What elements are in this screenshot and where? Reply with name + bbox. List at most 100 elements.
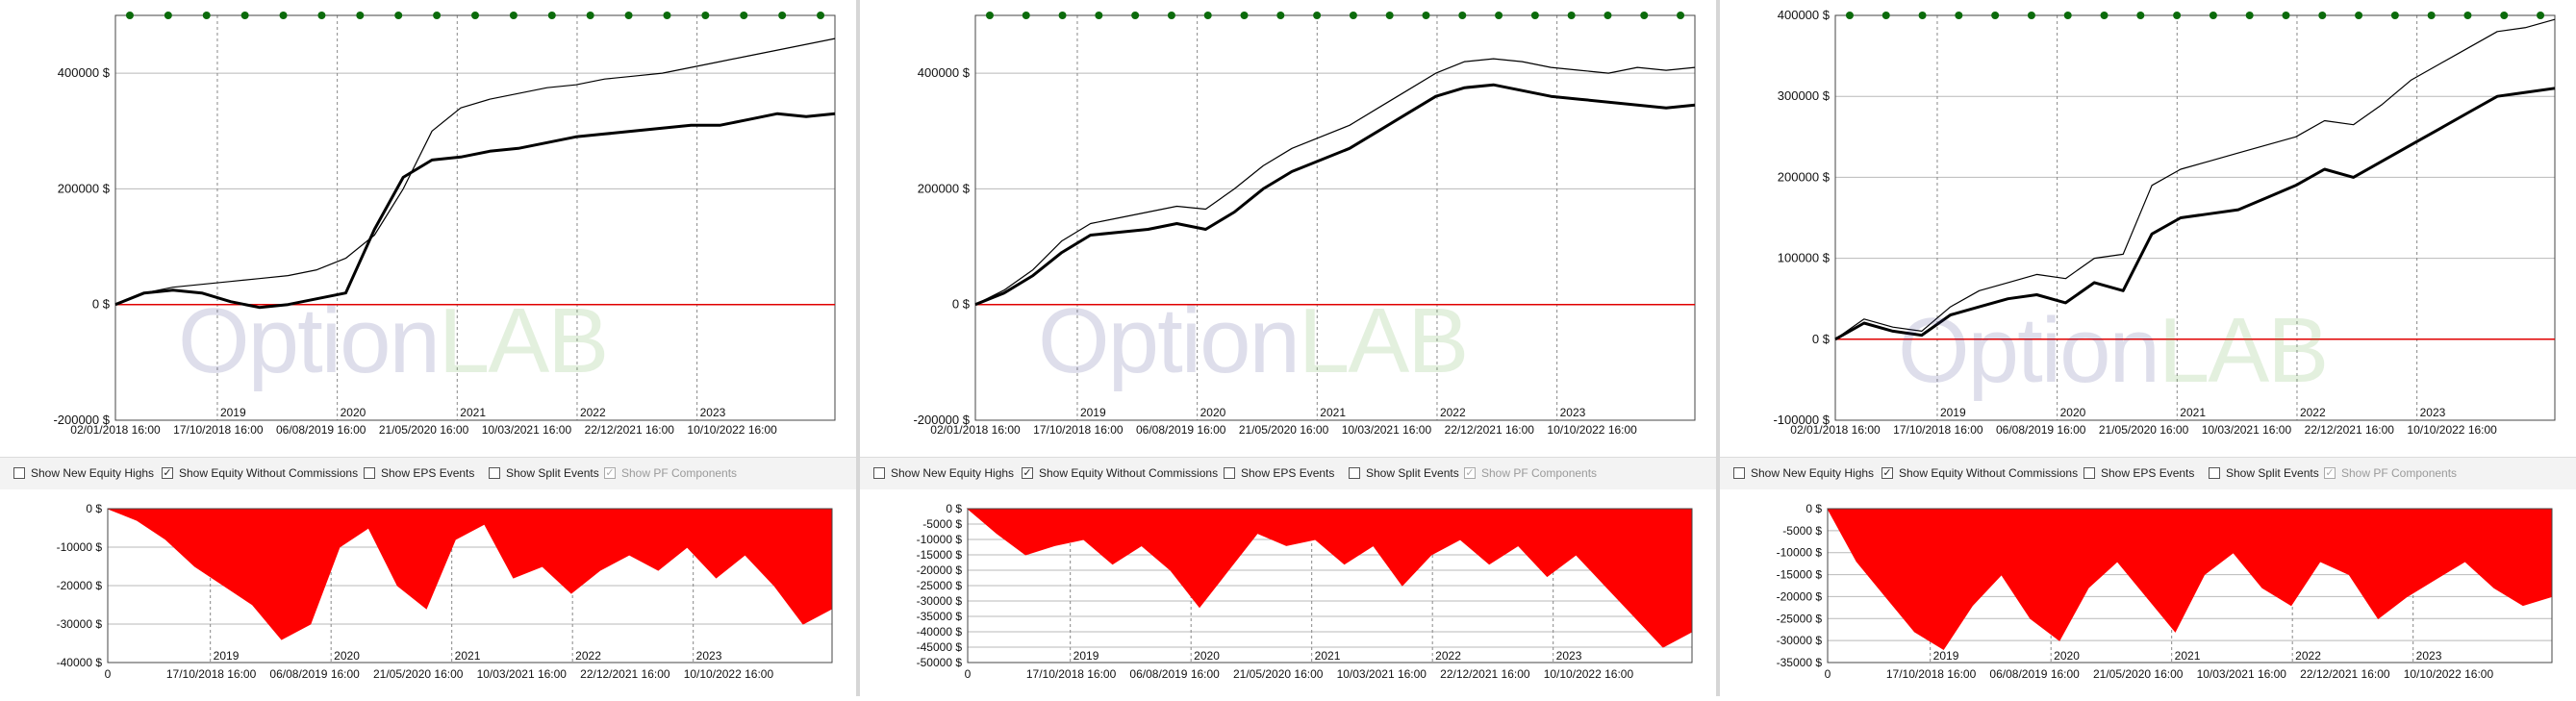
year-label: 2019 xyxy=(1073,649,1099,663)
option-label: Show Equity Without Commissions xyxy=(1039,466,1219,480)
equity-high-marker xyxy=(701,12,710,19)
y-tick-label: 400000 $ xyxy=(58,65,111,80)
year-label: 2023 xyxy=(1560,406,1586,419)
option-label: Show EPS Events xyxy=(2101,466,2195,480)
drawdown-chart: 0 $-5000 $-10000 $-15000 $-20000 $-25000… xyxy=(917,502,1693,681)
y-tick-label: 200000 $ xyxy=(58,181,111,195)
checkbox[interactable] xyxy=(364,467,375,479)
y-tick-label: 0 $ xyxy=(86,502,102,515)
checkbox[interactable] xyxy=(2084,467,2095,479)
x-tick-label: 10/10/2022 16:00 xyxy=(2407,423,2497,437)
equity-high-marker xyxy=(1058,12,1067,19)
checkbox[interactable] xyxy=(1224,467,1235,479)
equity-high-marker xyxy=(2027,12,2035,19)
option-show-split-events[interactable]: Show Split Events xyxy=(489,466,599,480)
option-show-equity-without-commissions[interactable]: ✓ Show Equity Without Commissions xyxy=(1881,466,2078,480)
equity-chart: 400000 $ 200000 $ 0 $ -200000 $ 2019 2020 2021… xyxy=(53,12,836,437)
equity-high-marker xyxy=(1203,12,1212,19)
option-show-split-events[interactable]: Show Split Events xyxy=(2209,466,2319,480)
strategy-panel-1: OptionLAB 400000 $200000 $0 $ -200000 $20… xyxy=(0,0,856,696)
equity-high-marker xyxy=(317,12,326,19)
y-tick-label: 200000 $ xyxy=(1778,169,1831,184)
x-tick-label: 10/10/2022 16:00 xyxy=(1547,423,1637,437)
option-label: Show Equity Without Commissions xyxy=(1899,466,2079,480)
y-tick-label: -50000 $ xyxy=(917,656,963,669)
checkbox[interactable]: ✓ xyxy=(162,467,173,479)
option-show-equity-without-commissions[interactable]: ✓ Show Equity Without Commissions xyxy=(1022,466,1218,480)
equity-high-marker xyxy=(1530,12,1539,19)
equity-high-marker xyxy=(2282,12,2290,19)
option-label: Show PF Components xyxy=(621,466,738,480)
y-tick-label: -45000 $ xyxy=(917,640,963,654)
x-tick-label: 10/03/2021 16:00 xyxy=(1337,667,1427,681)
y-tick-label: -10000 $ xyxy=(57,540,103,554)
checkbox[interactable]: ✓ xyxy=(1022,467,1033,479)
equity-high-marker xyxy=(1677,12,1685,19)
option-show-eps-events[interactable]: Show EPS Events xyxy=(364,466,474,480)
equity-high-marker xyxy=(1458,12,1467,19)
equity-chart: 400000 $ 300000 $ 200000 $ 100000 $ 0 $ -1000… xyxy=(1773,8,2556,437)
equity-high-marker xyxy=(2427,12,2436,19)
equity-high-marker xyxy=(1567,12,1576,19)
y-tick-label: 400000 $ xyxy=(918,65,971,80)
equity-high-marker xyxy=(125,12,134,19)
x-tick-label: 10/03/2021 16:00 xyxy=(482,423,572,437)
plot-frame xyxy=(114,14,836,421)
equity-high-marker xyxy=(164,12,172,19)
y-tick-label: -200000 $ xyxy=(53,413,110,427)
option-show-pf-components: ✓ Show PF Components xyxy=(1464,466,1597,480)
checkbox[interactable] xyxy=(489,467,500,479)
year-label: 2023 xyxy=(1556,649,1582,663)
option-show-new-equity-highs[interactable]: Show New Equity Highs xyxy=(13,466,154,480)
year-label: 2020 xyxy=(1194,649,1220,663)
option-label: Show EPS Events xyxy=(381,466,475,480)
option-show-equity-without-commissions[interactable]: ✓ Show Equity Without Commissions xyxy=(162,466,358,480)
y-tick-label: -100000 $ xyxy=(1773,413,1830,427)
y-tick-label: -15000 $ xyxy=(1777,568,1823,582)
x-tick-label: 22/12/2021 16:00 xyxy=(580,667,670,681)
checkbox: ✓ xyxy=(1464,467,1476,479)
x-tick-label: 21/05/2020 16:00 xyxy=(2093,667,2184,681)
equity-high-marker xyxy=(1845,12,1854,19)
y-tick-label: -25000 $ xyxy=(917,579,963,592)
option-show-eps-events[interactable]: Show EPS Events xyxy=(1224,466,1334,480)
option-label: Show PF Components xyxy=(1481,466,1598,480)
x-tick-label: 17/10/2018 16:00 xyxy=(1886,667,1977,681)
checkbox[interactable] xyxy=(873,467,885,479)
drawdown-area xyxy=(107,508,833,640)
option-show-pf-components: ✓ Show PF Components xyxy=(2324,466,2457,480)
strategy-panel-2: OptionLAB 400000 $200000 $0 $ -200000 $20… xyxy=(860,0,1716,696)
checkbox[interactable]: ✓ xyxy=(1881,467,1893,479)
option-show-eps-events[interactable]: Show EPS Events xyxy=(2084,466,2194,480)
equity-high-marker xyxy=(394,12,403,19)
equity-high-marker xyxy=(1131,12,1140,19)
checkbox[interactable] xyxy=(1733,467,1745,479)
x-tick-label: 10/10/2022 16:00 xyxy=(687,423,777,437)
equity-high-marker xyxy=(1422,12,1430,19)
y-tick-label: -10000 $ xyxy=(1777,546,1823,560)
year-label: 2019 xyxy=(214,649,240,663)
x-tick-label: 10/03/2021 16:00 xyxy=(477,667,568,681)
equity-high-marker xyxy=(2245,12,2254,19)
x-tick-label: 17/10/2018 16:00 xyxy=(166,667,257,681)
option-show-split-events[interactable]: Show Split Events xyxy=(1349,466,1459,480)
checkbox[interactable] xyxy=(1349,467,1360,479)
equity-high-marker xyxy=(433,12,442,19)
year-label: 2019 xyxy=(220,406,246,419)
y-tick-label: -25000 $ xyxy=(1777,612,1823,625)
year-label: 2021 xyxy=(460,406,486,419)
equity-high-marker xyxy=(2136,12,2145,19)
y-tick-label: 0 $ xyxy=(1812,332,1831,346)
year-label: 2022 xyxy=(580,406,606,419)
plot-frame xyxy=(967,508,1693,663)
panel-separator xyxy=(856,0,860,696)
option-show-new-equity-highs[interactable]: Show New Equity Highs xyxy=(873,466,1014,480)
drawdown-chart: 0 $-5000 $-10000 $-15000 $-20000 $-25000… xyxy=(1777,502,2553,681)
year-label: 2020 xyxy=(341,406,366,419)
option-show-new-equity-highs[interactable]: Show New Equity Highs xyxy=(1733,466,1874,480)
year-label: 2019 xyxy=(1940,406,1966,419)
equity-high-marker xyxy=(778,12,787,19)
checkbox[interactable] xyxy=(2209,467,2220,479)
checkbox[interactable] xyxy=(13,467,25,479)
y-tick-label: -20000 $ xyxy=(1777,589,1823,603)
